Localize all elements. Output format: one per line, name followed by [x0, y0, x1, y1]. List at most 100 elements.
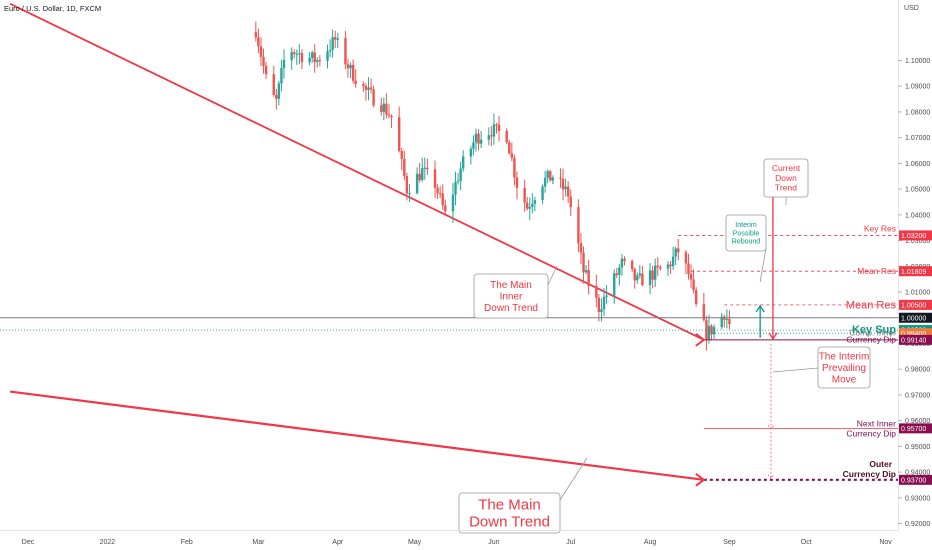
candle-body: [528, 206, 531, 209]
comp-inner-label: Comp. Inner: [849, 328, 896, 338]
candle-body: [264, 65, 268, 75]
inner-trend-arrowhead: [695, 333, 706, 347]
main-down-trend-line: [9, 390, 704, 481]
candle-body: [462, 156, 465, 169]
interim-rebound-callout-text: Rebound: [732, 238, 761, 245]
candle-body: [423, 167, 426, 169]
main-down-trend-callout-pointer: [559, 457, 588, 501]
candle-body: [523, 187, 526, 203]
next-inner-currency-dip-price-badge: [899, 423, 932, 434]
candle-body: [326, 51, 329, 61]
candle-body: [300, 53, 304, 63]
candle-body: [587, 270, 590, 286]
main-down-trend-callout-text: Down Trend: [469, 514, 550, 531]
y-tick-label: 0.95000: [905, 444, 930, 451]
candle-body: [474, 133, 478, 143]
candle-body: [385, 103, 388, 115]
candle-body: [623, 258, 626, 261]
interim-prevailing-callout-pointer: [772, 367, 819, 373]
candle-body: [659, 267, 662, 269]
current-down-trend-callout-text: Trend: [775, 183, 797, 193]
y-tick-label: 0.94000: [905, 470, 930, 477]
candle-body: [497, 124, 501, 131]
candle-body: [405, 176, 409, 194]
candle-body: [579, 243, 583, 253]
main-inner-down-trend-callout-pointer: [547, 265, 558, 286]
candle-body: [702, 304, 706, 320]
candle-body: [477, 133, 480, 144]
candle-body: [380, 105, 383, 112]
candle-body: [313, 52, 316, 63]
candle-body: [346, 64, 350, 69]
candle-body: [615, 273, 618, 276]
candle-body: [364, 85, 368, 90]
interim-rebound-callout-text: Interim: [735, 222, 757, 229]
candle-body: [408, 193, 411, 195]
candle-body: [351, 64, 355, 81]
candle-body: [492, 124, 496, 137]
main-down-trend-callout-box: [458, 492, 561, 534]
candle-body: [569, 196, 572, 208]
candle-body: [254, 32, 258, 38]
candle-body: [564, 186, 567, 190]
candle-body: [282, 59, 286, 69]
outer-arrowhead: [767, 474, 775, 479]
candle-body: [728, 318, 731, 325]
outer-currency-dip-price-badge: [899, 474, 932, 485]
candle-body: [403, 158, 406, 177]
candle-body: [310, 52, 314, 58]
candle-body: [272, 74, 275, 95]
y-tick-label: 1.10000: [905, 58, 930, 65]
current-down-trend-arrowhead: [768, 332, 778, 341]
candle-body: [277, 83, 281, 99]
candle-body: [505, 130, 508, 143]
mean-res-1-price-badge: [899, 266, 932, 277]
candle-body: [259, 46, 263, 57]
candle-body: [577, 207, 580, 244]
y-tick-label: 1.03000: [905, 238, 930, 245]
candle-body: [490, 135, 493, 137]
candle-body: [543, 177, 547, 187]
candle-body: [510, 153, 514, 158]
x-tick-label: Jul: [566, 539, 575, 546]
candle-body: [636, 275, 639, 281]
next-inner-currency-dip-price-text: 0.95700: [901, 426, 926, 433]
interim-prevailing-callout-text: Move: [832, 374, 857, 385]
candle-body: [692, 279, 695, 291]
candle-body: [354, 80, 357, 85]
x-tick-label: Mar: [252, 539, 265, 546]
y-tick-label: 0.96000: [905, 418, 930, 425]
candle-body: [451, 194, 455, 212]
candle-body: [400, 150, 403, 159]
candle-body: [469, 148, 473, 157]
candle-body: [648, 270, 652, 286]
interim-rebound-callout-text: Possible: [733, 230, 760, 237]
mean-res-2-label: Mean Res: [846, 299, 897, 311]
key-res-price-text: 1.03200: [901, 233, 926, 240]
interim-prevailing-callout-text: The Interim: [819, 351, 870, 362]
next-inner-label-line-1: Next Inner: [857, 418, 896, 428]
candle-body: [720, 316, 723, 328]
comp-inner-price-text: 0.99400: [901, 331, 926, 338]
y-tick-label: 0.93000: [905, 495, 930, 502]
interim-rebound-arrowhead: [755, 304, 765, 313]
key-res-price-badge: [899, 230, 932, 241]
candle-body: [298, 53, 301, 55]
candle-body: [257, 37, 260, 47]
y-tick-label: 0.97000: [905, 392, 930, 399]
candle-body: [318, 60, 322, 62]
candle-body: [582, 252, 585, 273]
candle-body: [666, 264, 670, 269]
candle-body: [561, 178, 565, 190]
candle-body: [328, 49, 332, 52]
candle-body: [533, 200, 537, 204]
candle-body: [687, 263, 690, 274]
candle-body: [438, 193, 442, 195]
outer-label-line-2: Currency Dip: [843, 469, 896, 479]
y-tick-label: 1.08000: [905, 109, 930, 116]
